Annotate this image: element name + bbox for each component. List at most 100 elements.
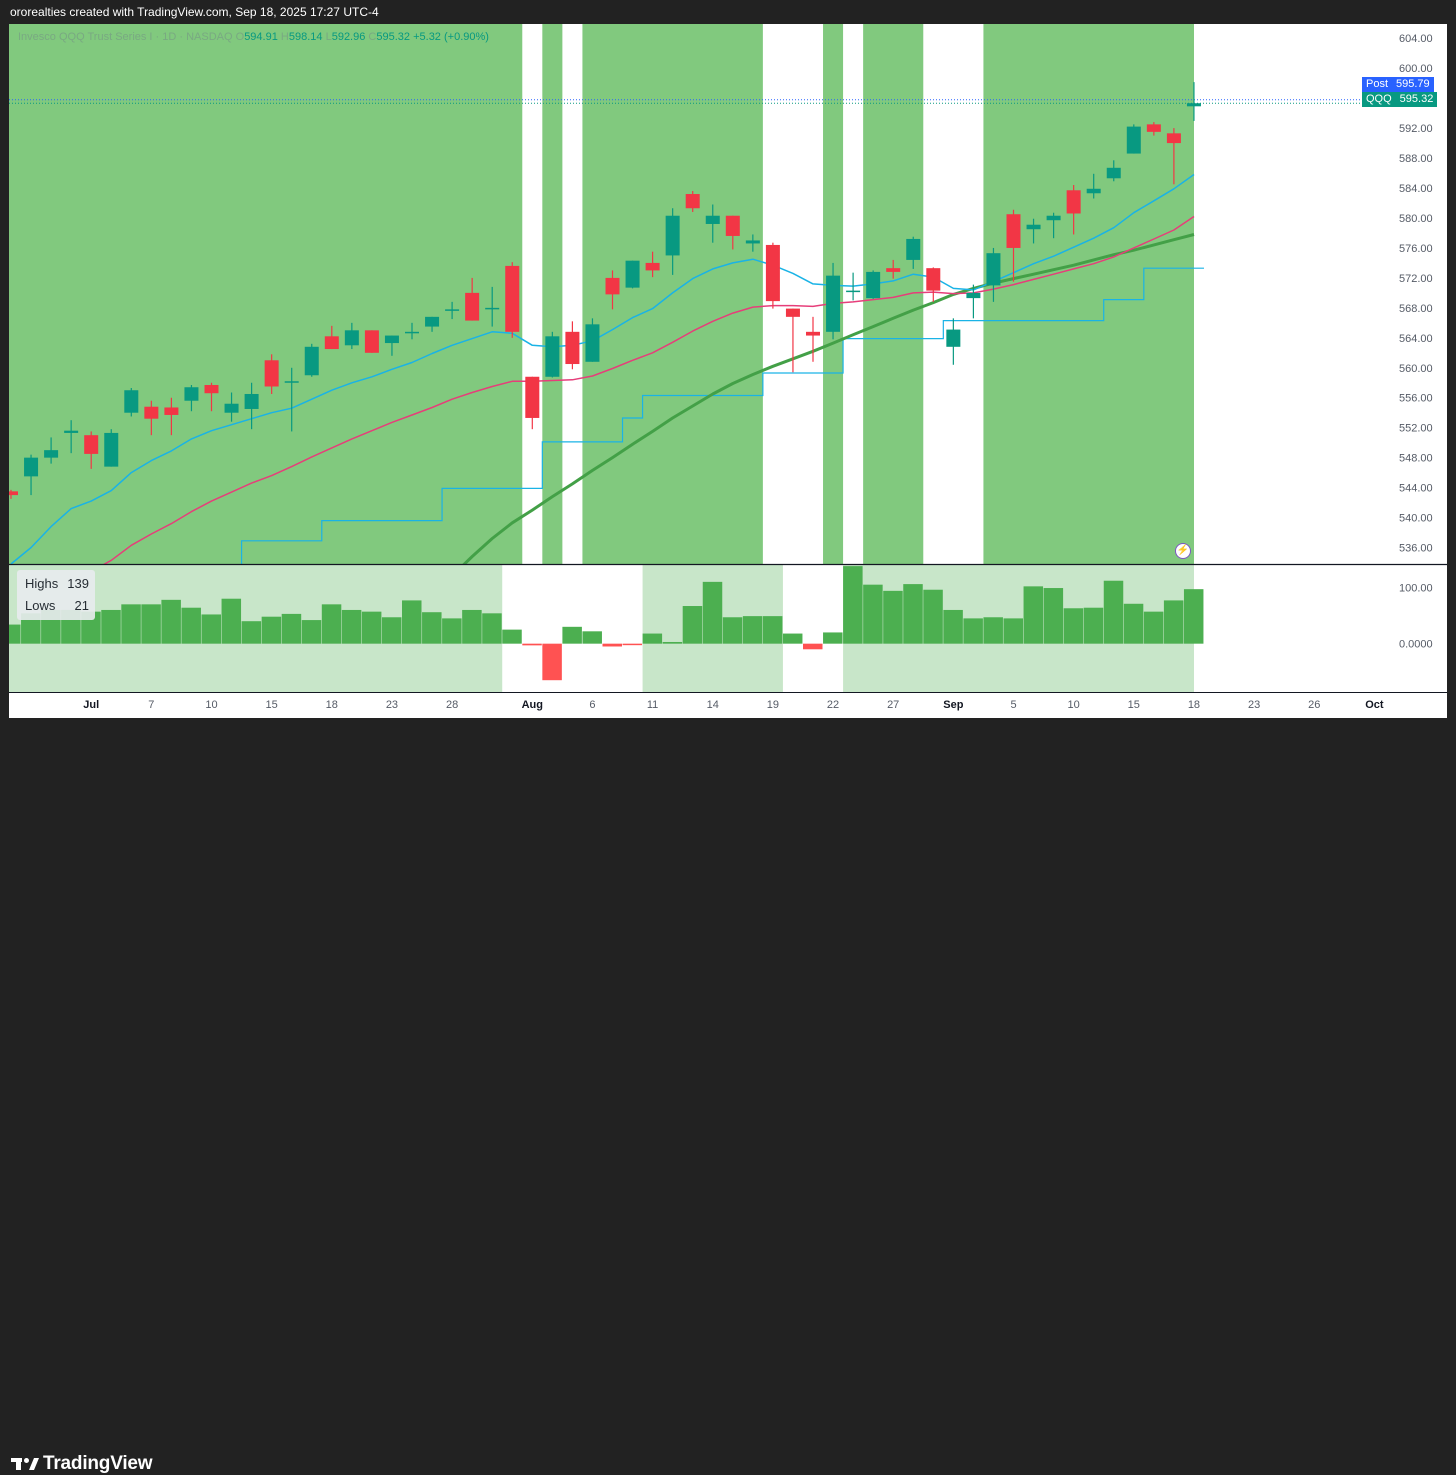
candle[interactable] (866, 270, 881, 299)
histogram-bar (281, 613, 302, 644)
candle[interactable] (204, 382, 219, 412)
indicator-axis[interactable]: 100.00 0.0000 (1399, 582, 1433, 650)
candle[interactable] (1006, 209, 1021, 282)
candle[interactable] (44, 437, 59, 464)
candle[interactable] (1166, 128, 1181, 185)
candle-body (725, 215, 740, 236)
candle[interactable] (946, 318, 961, 365)
candle[interactable] (224, 392, 239, 422)
candle[interactable] (264, 354, 279, 394)
candle[interactable] (485, 286, 500, 327)
candle[interactable] (64, 420, 79, 454)
header-bar: ororealties created with TradingView.com… (0, 0, 1456, 24)
tradingview-logo-icon (11, 1458, 39, 1470)
candle[interactable] (24, 454, 39, 496)
chart-area[interactable]: 604.00600.00596.00592.00588.00584.00580.… (9, 24, 1447, 718)
candle[interactable] (765, 242, 780, 309)
candle[interactable] (344, 322, 359, 350)
time-tick-label: 26 (1308, 699, 1320, 711)
candle[interactable] (1026, 218, 1041, 244)
candle[interactable] (806, 316, 820, 362)
candle[interactable] (785, 308, 800, 373)
candle[interactable] (284, 367, 299, 432)
candle-body (645, 262, 660, 271)
candle[interactable] (966, 284, 981, 319)
bullish-zone-0 (9, 24, 523, 564)
candle[interactable] (1086, 173, 1101, 199)
histogram-bar (9, 624, 21, 644)
candle[interactable] (304, 343, 319, 377)
candle[interactable] (465, 277, 480, 321)
candle[interactable] (906, 236, 921, 269)
candlestick-series[interactable] (9, 82, 1201, 499)
candle[interactable] (685, 191, 700, 212)
histogram-bar (843, 566, 863, 644)
chart-legend[interactable]: Invesco QQQ Trust Series I · 1D · NASDAQ… (18, 31, 489, 43)
time-tick-label: 18 (326, 699, 338, 711)
price-tick-label: 536.00 (1399, 543, 1433, 555)
candle[interactable] (725, 215, 740, 250)
lightning-icon[interactable]: ⚡ (1175, 543, 1191, 559)
highs-value: 139 (67, 576, 89, 591)
candle[interactable] (625, 260, 640, 289)
candle-body (204, 384, 219, 394)
candle[interactable] (826, 262, 841, 340)
candle[interactable] (705, 204, 720, 243)
candle[interactable] (164, 397, 179, 436)
candle[interactable] (1126, 124, 1141, 154)
candle[interactable] (425, 316, 440, 332)
candle[interactable] (525, 376, 540, 430)
histogram-bar (422, 612, 442, 644)
candle[interactable] (1106, 160, 1121, 182)
candle[interactable] (144, 400, 159, 436)
candle[interactable] (986, 247, 1001, 302)
main-pane-background (9, 24, 1194, 564)
candle-body (705, 215, 720, 224)
candle[interactable] (565, 321, 580, 370)
time-axis[interactable]: Jul 7 10 15 18 23 28 Aug 6 11 14 19 22 27 Sep 5 10 15 18 23… (83, 699, 1384, 711)
indicator-pane[interactable] (9, 565, 1204, 692)
candle-body (745, 240, 760, 244)
time-tick-label: 10 (205, 699, 217, 711)
candle[interactable] (605, 270, 620, 310)
histogram-bar (1103, 580, 1124, 644)
histogram-bar (321, 604, 342, 644)
candle-body (405, 331, 419, 334)
candle[interactable] (184, 384, 199, 412)
candle[interactable] (585, 318, 600, 362)
candle[interactable] (124, 387, 139, 417)
time-tick-label: 5 (1010, 699, 1016, 711)
candle-body (1006, 214, 1021, 248)
candle[interactable] (886, 259, 901, 279)
candle[interactable] (324, 325, 339, 350)
candle[interactable] (846, 272, 861, 301)
candle[interactable] (1046, 212, 1061, 239)
candle[interactable] (384, 335, 399, 356)
histogram-bar (181, 607, 201, 644)
candle[interactable] (1146, 122, 1161, 136)
candle-body (685, 194, 700, 209)
candle[interactable] (84, 431, 99, 469)
price-axis[interactable]: 604.00600.00596.00592.00588.00584.00580.… (1399, 33, 1433, 554)
histogram-bar (782, 633, 803, 644)
candle[interactable] (745, 234, 760, 252)
candle[interactable] (1066, 185, 1081, 235)
candle[interactable] (505, 262, 520, 338)
candle[interactable] (645, 251, 660, 278)
candle[interactable] (9, 489, 18, 499)
tradingview-logo[interactable]: TradingView (11, 1453, 153, 1475)
histogram-bar (402, 600, 422, 644)
candle[interactable] (405, 322, 419, 340)
candle[interactable] (926, 267, 941, 302)
candle[interactable] (545, 331, 560, 378)
candle[interactable] (445, 301, 460, 320)
candle[interactable] (665, 208, 680, 275)
post-price-badge: Post 595.79 (1362, 77, 1434, 92)
candle[interactable] (1186, 82, 1201, 121)
histogram-bar (702, 581, 723, 644)
candle[interactable] (244, 382, 259, 430)
price-tick-label: 552.00 (1399, 423, 1433, 435)
candle[interactable] (104, 429, 119, 467)
candle[interactable] (364, 330, 379, 353)
candle-body (585, 324, 600, 362)
